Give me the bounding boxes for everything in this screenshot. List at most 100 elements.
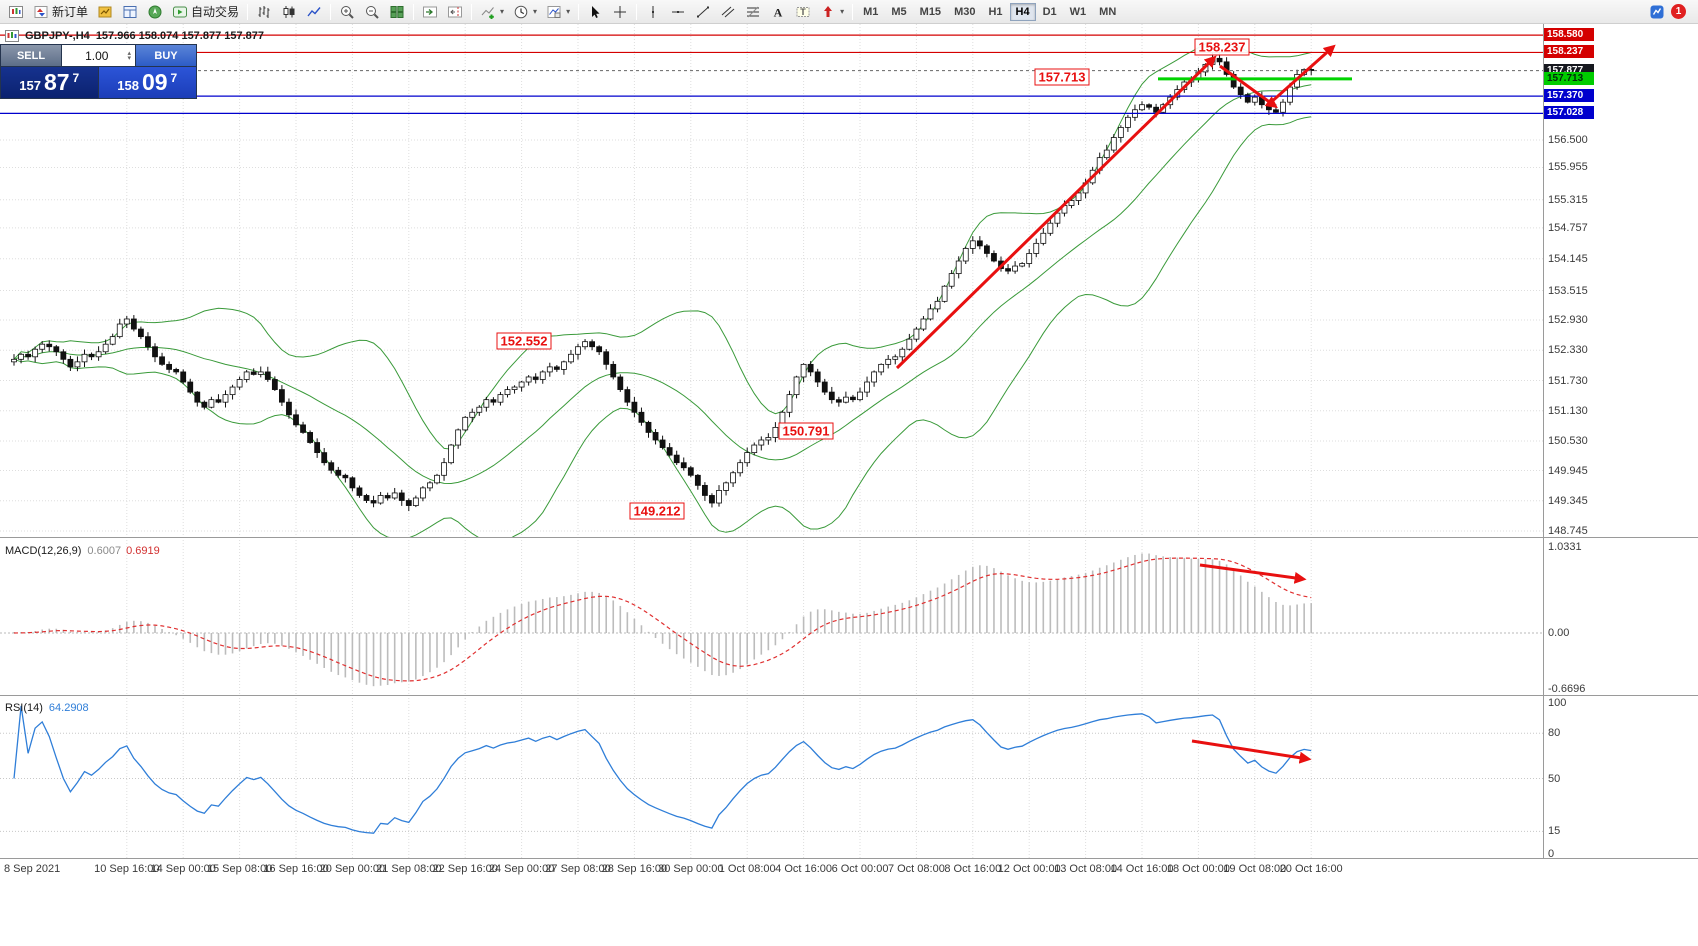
- tile-windows-button[interactable]: [385, 2, 409, 22]
- auto-scroll-button[interactable]: [418, 2, 442, 22]
- spinner-down-icon[interactable]: ▾: [127, 54, 131, 62]
- time-axis-label: 18 Oct 00:00: [1166, 863, 1230, 875]
- main-chart[interactable]: [0, 24, 1543, 537]
- time-axis-label: 13 Oct 08:00: [1054, 863, 1118, 875]
- toolbar: 新订单 自动交易 ▾ ▾ ▾ A T ▾ M1 M5 M15 M30 H1 H4 D1 W1 MN 1: [0, 0, 1698, 24]
- price-scale[interactable]: 156.500 155.955 155.315 154.757 154.145 153.5…: [1544, 24, 1698, 860]
- bar-chart-mode-button[interactable]: [252, 2, 276, 22]
- timeframe-m30[interactable]: M30: [954, 5, 976, 18]
- candle-chart-mode-button[interactable]: [277, 2, 301, 22]
- equidistant-channel-button[interactable]: [716, 2, 740, 22]
- price-annotation[interactable]: 150.791: [778, 422, 834, 440]
- fibonacci-button[interactable]: [741, 2, 765, 22]
- sell-price-head: 157: [19, 78, 41, 93]
- notifications-badge[interactable]: 1: [1671, 4, 1686, 19]
- trendline-button[interactable]: [691, 2, 715, 22]
- toolbar-separator: [471, 3, 473, 20]
- price-annotation[interactable]: 152.552: [496, 332, 552, 350]
- sell-price-display[interactable]: 157 87 7: [1, 67, 99, 98]
- price-tag: 157.028: [1544, 106, 1594, 120]
- navigator-button[interactable]: [143, 2, 167, 22]
- timeframe-m15[interactable]: M15: [919, 5, 942, 18]
- new-chart-button[interactable]: [4, 2, 28, 22]
- time-axis-label: 15 Sep 08:00: [206, 863, 273, 875]
- macd-axis-label: 1.0331: [1548, 540, 1582, 553]
- toolbar-separator: [330, 3, 332, 20]
- cursor-button[interactable]: [583, 2, 607, 22]
- price-axis-label: 149.945: [1548, 464, 1588, 477]
- chart-symbol-info: GBPJPY-,H4 157.966 158.074 157.877 157.8…: [5, 30, 264, 42]
- main-chart-canvas[interactable]: [0, 24, 1543, 537]
- chart-shift-button[interactable]: [443, 2, 467, 22]
- text-button[interactable]: A: [766, 2, 790, 22]
- price-axis-label: 154.757: [1548, 221, 1588, 234]
- price-axis-label: 151.730: [1548, 374, 1588, 387]
- auto-trading-button[interactable]: 自动交易: [168, 2, 243, 22]
- zoom-out-button[interactable]: [360, 2, 384, 22]
- trend-icon: [697, 6, 710, 17]
- periods-button[interactable]: ▾: [509, 2, 541, 22]
- macd-axis-label: 0.00: [1548, 627, 1570, 639]
- time-axis-label: 22 Sep 16:00: [432, 863, 498, 875]
- price-tag: 157.713: [1544, 71, 1594, 85]
- rsi-canvas[interactable]: [0, 695, 1543, 858]
- timeframe-mn[interactable]: MN: [1099, 5, 1117, 18]
- time-axis-label: 28 Sep 16:00: [601, 863, 668, 875]
- rsi-panel[interactable]: [0, 695, 1543, 858]
- shift-icon: [448, 6, 463, 17]
- volume-spinner[interactable]: ▴ ▾: [127, 49, 131, 62]
- price-annotation[interactable]: 157.713: [1034, 68, 1090, 86]
- timeframe-m1[interactable]: M1: [863, 5, 879, 18]
- sell-button[interactable]: SELL: [1, 45, 61, 66]
- buy-button[interactable]: BUY: [136, 45, 196, 66]
- one-click-trading-panel: SELL 1.00 ▴ ▾ BUY 157 87 7 158 09 7: [0, 44, 197, 99]
- timeframe-h4[interactable]: H4: [1009, 2, 1036, 21]
- volume-input[interactable]: 1.00 ▴ ▾: [61, 45, 136, 66]
- rsi-separator[interactable]: [0, 695, 1698, 696]
- auto-trading-icon: [173, 6, 188, 17]
- bars-icon: [258, 5, 270, 18]
- macd-axis-label: -0.6696: [1548, 682, 1586, 695]
- vertical-line-button[interactable]: [641, 2, 665, 22]
- vline-icon: [652, 5, 655, 18]
- symbol-ohlc: 157.966 158.074 157.877 157.877: [95, 30, 265, 42]
- community-icon: [1650, 5, 1664, 18]
- dropdown-caret-icon: ▾: [500, 7, 505, 16]
- crosshair-icon: [614, 5, 627, 18]
- price-annotation[interactable]: 158.237: [1194, 38, 1250, 56]
- price-tag: 157.370: [1544, 89, 1594, 103]
- line-chart-mode-button[interactable]: [302, 2, 326, 22]
- buy-price-display[interactable]: 158 09 7: [98, 67, 196, 98]
- market-watch-button[interactable]: [93, 2, 117, 22]
- horizontal-line-button[interactable]: [666, 2, 690, 22]
- timeframe-h1[interactable]: H1: [988, 5, 1003, 18]
- timeframe-m5[interactable]: M5: [891, 5, 907, 18]
- price-axis-label: 148.745: [1548, 525, 1588, 537]
- price-axis-label: 156.500: [1548, 134, 1588, 146]
- macd-canvas[interactable]: [0, 537, 1543, 695]
- time-scale[interactable]: 8 Sep 2021 10 Sep 16:00 14 Sep 00:00 15 Sep…: [0, 858, 1698, 882]
- community-button[interactable]: [1649, 4, 1665, 20]
- toolbar-separator: [578, 3, 580, 20]
- text-label-button[interactable]: T: [791, 2, 815, 22]
- indicators-button[interactable]: ▾: [476, 2, 508, 22]
- arrows-tool-button[interactable]: ▾: [816, 2, 848, 22]
- macd-panel[interactable]: [0, 537, 1543, 695]
- crosshair-button[interactable]: [608, 2, 632, 22]
- spinner-up-icon[interactable]: ▴: [127, 49, 131, 57]
- zoom-in-button[interactable]: [335, 2, 359, 22]
- templates-button[interactable]: ▾: [542, 2, 574, 22]
- timeframe-w1[interactable]: W1: [1069, 5, 1087, 18]
- time-axis-label: 14 Oct 16:00: [1110, 863, 1174, 875]
- price-annotation[interactable]: 149.212: [629, 502, 685, 520]
- new-order-button[interactable]: 新订单: [29, 2, 92, 22]
- time-axis-label: 16 Sep 16:00: [263, 863, 329, 875]
- macd-separator[interactable]: [0, 537, 1698, 538]
- macd-value-signal: 0.6919: [126, 545, 160, 557]
- price-tag: 158.580: [1544, 28, 1594, 42]
- svg-text:T: T: [800, 7, 806, 17]
- timeframe-d1[interactable]: D1: [1042, 5, 1057, 18]
- template-icon: [547, 5, 561, 18]
- data-window-button[interactable]: [118, 2, 142, 22]
